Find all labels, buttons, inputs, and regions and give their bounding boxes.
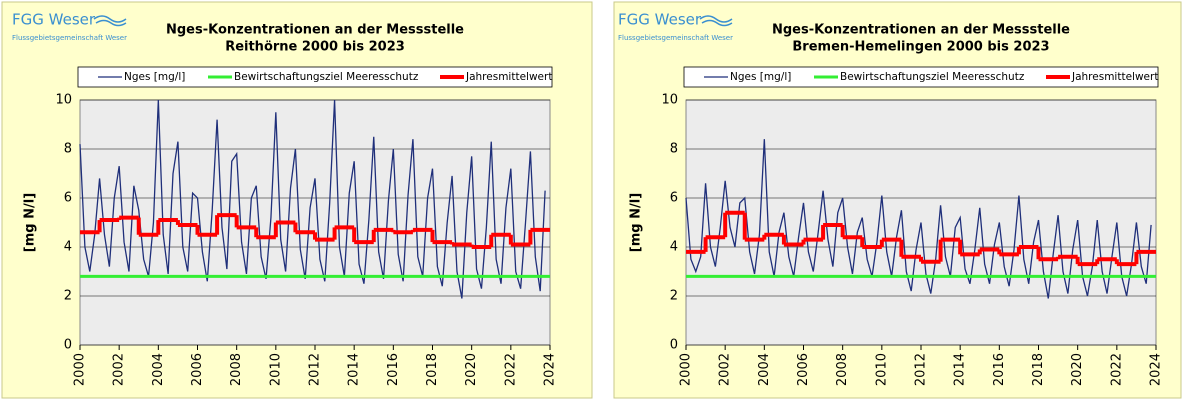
x-tick-label: 2012 [914,353,929,386]
legend-label: Jahresmittelwert [1071,71,1158,83]
series-line [79,99,546,299]
y-tick-label: 8 [64,142,72,157]
logo-subtitle: Flussgebietsgemeinschaft Weser [12,34,127,42]
x-tick-label: 2006 [190,353,205,386]
legend-label: Nges [mg/l] [730,71,791,83]
x-tick-label: 2002 [718,353,733,386]
series-line [685,139,1152,299]
legend-label: Nges [mg/l] [124,71,185,83]
x-tick-label: 2022 [503,353,518,386]
x-tick-label: 2016 [992,353,1007,386]
x-tick-label: 2004 [757,353,772,386]
logo-subtitle: Flussgebietsgemeinschaft Weser [618,34,733,42]
legend-box [77,66,553,88]
y-tick-label: 6 [670,191,678,206]
y-tick-label: 10 [661,93,678,108]
chart-subtitle: Bremen-Hemelingen 2000 bis 2023 [792,40,1049,55]
y-tick-label: 6 [64,191,72,206]
y-tick-label: 4 [670,240,678,255]
y-axis-label: [mg N/l] [23,193,38,252]
x-tick-label: 2000 [73,353,88,386]
x-tick-label: 2024 [1149,353,1164,386]
x-tick-label: 2012 [308,353,323,386]
x-tick-label: 2000 [679,353,694,386]
x-tick-label: 2006 [796,353,811,386]
x-tick-label: 2020 [464,353,479,386]
legend-box [683,66,1159,88]
y-tick-label: 2 [670,289,678,304]
x-tick-label: 2014 [953,353,968,386]
legend-label: Jahresmittelwert [465,71,552,83]
chart-title: Nges-Konzentrationen an der Messstelle [166,23,464,38]
logo-name: FGG Weser [618,11,702,29]
x-tick-label: 2014 [347,353,362,386]
y-tick-label: 4 [64,240,72,255]
y-tick-label: 8 [670,142,678,157]
logo-name: FGG Weser [12,11,96,29]
y-tick-label: 2 [64,289,72,304]
y-tick-label: 10 [55,93,72,108]
x-tick-label: 2010 [874,353,889,386]
plot-area [79,99,551,346]
x-tick-label: 2010 [268,353,283,386]
y-tick-label: 0 [670,338,678,353]
x-tick-label: 2004 [151,353,166,386]
logo-waves [699,15,733,27]
x-tick-label: 2020 [1070,353,1085,386]
chart-title: Nges-Konzentrationen an der Messstelle [772,23,1070,38]
x-tick-label: 2002 [112,353,127,386]
x-tick-label: 2022 [1109,353,1124,386]
x-tick-label: 2018 [425,353,440,386]
x-tick-label: 2008 [229,353,244,386]
x-tick-label: 2018 [1031,353,1046,386]
x-tick-label: 2024 [543,353,558,386]
logo-waves [93,15,127,27]
legend-label: Bewirtschaftungsziel Meeresschutz [840,71,1025,83]
x-tick-label: 2016 [386,353,401,386]
y-tick-label: 0 [64,338,72,353]
y-axis-label: [mg N/l] [629,193,644,252]
x-tick-label: 2008 [835,353,850,386]
chart-subtitle: Reithörne 2000 bis 2023 [225,40,405,55]
legend-label: Bewirtschaftungsziel Meeresschutz [234,71,419,83]
